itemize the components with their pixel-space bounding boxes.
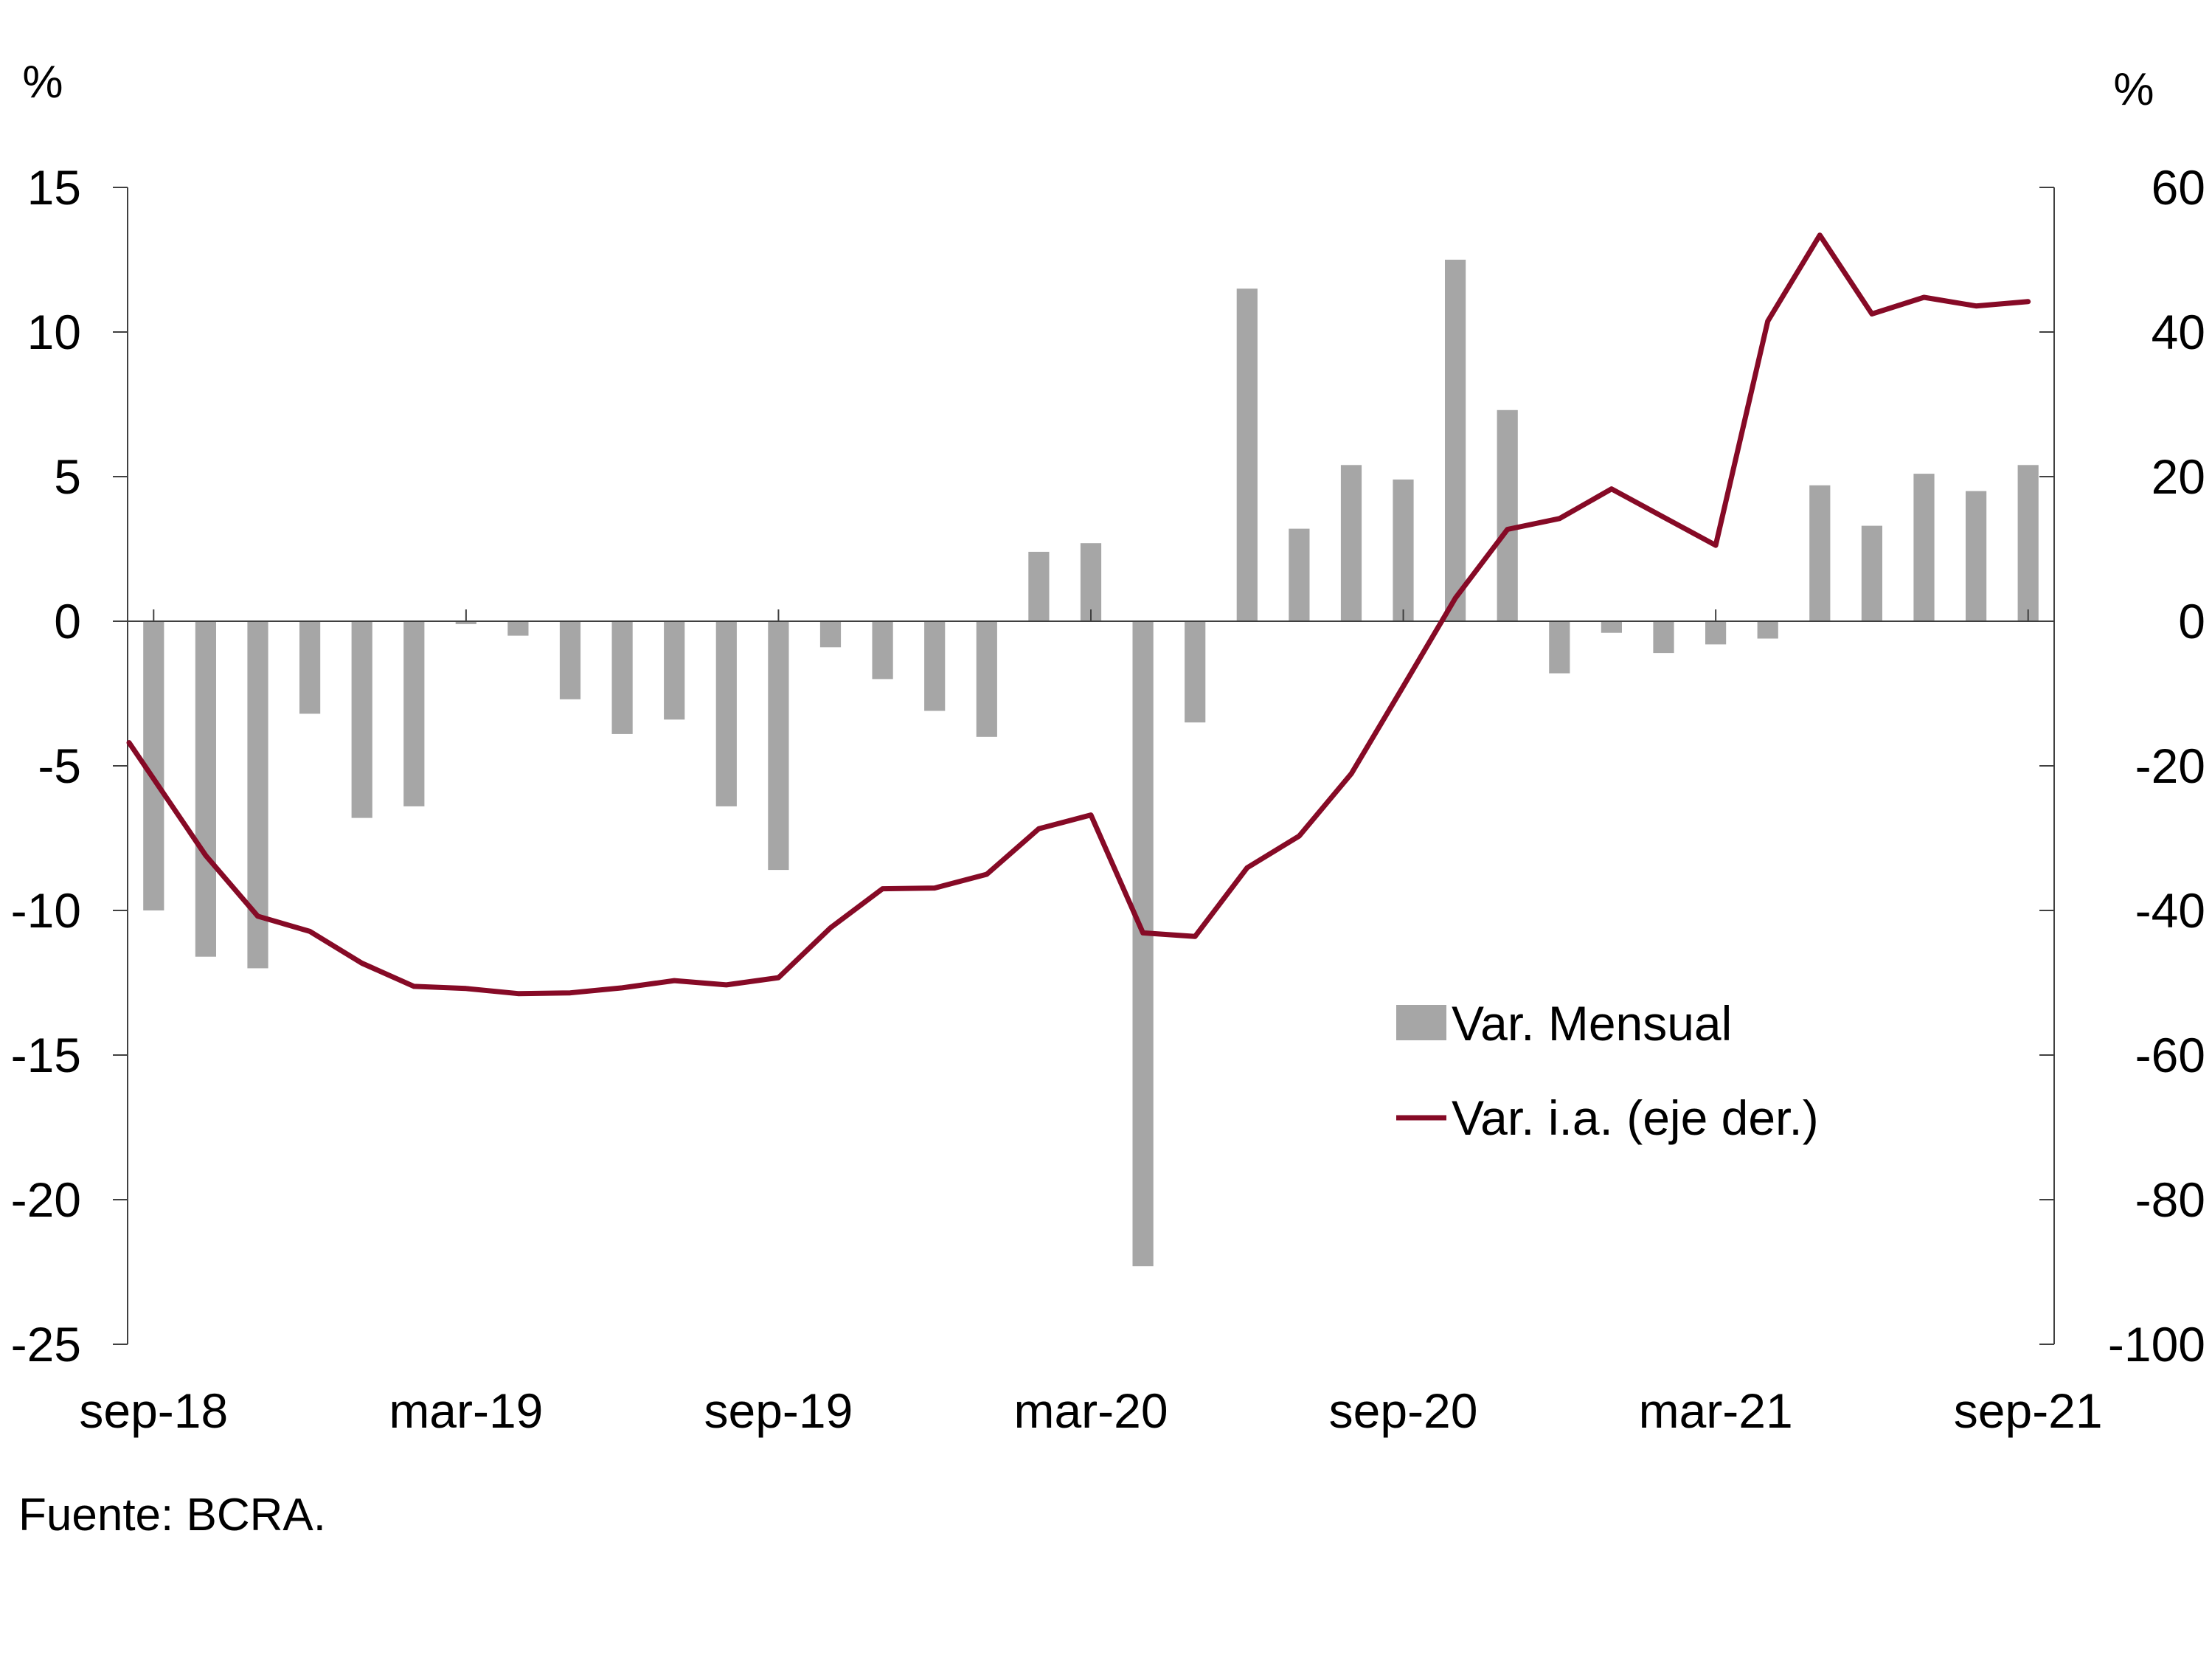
bar-feb-20 (1028, 551, 1050, 621)
left-tick-label: -20 (11, 1172, 81, 1227)
bar-may-20 (1185, 621, 1206, 723)
bar-ago-21 (1966, 491, 1987, 621)
bar-sep-20 (1393, 479, 1414, 621)
bar-sep-19 (768, 621, 789, 871)
legend-label-bar: Var. Mensual (1452, 996, 1732, 1051)
bar-dic-19 (924, 621, 946, 711)
x-tick-label: sep-20 (1329, 1383, 1478, 1438)
line-layer (126, 232, 2031, 997)
left-tick-label: -5 (38, 739, 81, 793)
x-tick-label: sep-19 (704, 1383, 853, 1438)
left-axis-unit: % (22, 57, 63, 108)
left-tick-label: -25 (11, 1317, 81, 1372)
left-tick-label: -10 (11, 883, 81, 938)
axes-layer: 15 10 5 0 -5 -10 -15 -20 -25 60 40 20 0 -20 -40 -60 -80 -… (11, 160, 2205, 1438)
bar-jul-20 (1289, 528, 1310, 621)
line-var-ia (126, 232, 2031, 997)
bar-oct-18 (195, 621, 216, 957)
bar-mar-20 (1080, 543, 1102, 621)
right-tick-label: 0 (2178, 594, 2205, 649)
x-tick-label: mar-20 (1013, 1383, 1168, 1438)
bar-sep-21 (2017, 465, 2039, 621)
bar-mar-19 (455, 621, 476, 624)
right-axis-unit: % (2113, 64, 2154, 115)
bar-jun-19 (611, 621, 633, 734)
bar-jul-21 (1913, 474, 1935, 621)
bar-ene-21 (1601, 621, 1622, 633)
bar-oct-20 (1445, 260, 1466, 621)
bar-ene-20 (976, 621, 997, 737)
bar-jun-20 (1236, 288, 1258, 621)
x-tick-label: mar-19 (389, 1383, 543, 1438)
labels-layer: % % (22, 57, 2154, 115)
x-tick-label: mar-21 (1639, 1383, 1793, 1438)
left-tick-label: 5 (54, 449, 81, 504)
bar-may-21 (1809, 485, 1831, 621)
bar-dic-18 (299, 621, 321, 714)
right-tick-label: -100 (2108, 1317, 2205, 1372)
right-tick-label: -20 (2135, 739, 2205, 793)
bar-feb-19 (403, 621, 425, 806)
bar-abr-19 (507, 621, 529, 636)
bar-jun-21 (1861, 525, 1882, 621)
source-note: Fuente: BCRA. (18, 1490, 326, 1541)
left-tick-label: 15 (27, 160, 81, 215)
x-tick-label: sep-21 (1954, 1383, 2103, 1438)
bar-abr-21 (1757, 621, 1778, 639)
right-tick-label: -40 (2135, 883, 2205, 938)
bar-feb-21 (1653, 621, 1674, 654)
bar-oct-19 (819, 621, 842, 648)
bar-ago-19 (715, 621, 737, 806)
right-tick-label: 60 (2152, 160, 2205, 215)
left-tick-label: 0 (54, 594, 81, 649)
bars-layer (143, 260, 2039, 1267)
bar-ene-19 (351, 621, 372, 818)
bar-dic-20 (1549, 621, 1570, 674)
right-tick-label: 20 (2152, 449, 2205, 504)
right-tick-label: -80 (2135, 1172, 2205, 1227)
left-tick-label: -15 (11, 1028, 81, 1082)
right-tick-label: 40 (2152, 305, 2205, 359)
legend: Var. Mensual Var. i.a. (eje der.) (1396, 996, 1819, 1145)
bar-may-19 (559, 621, 581, 699)
legend-label-line: Var. i.a. (eje der.) (1452, 1090, 1819, 1145)
right-tick-label: -60 (2135, 1028, 2205, 1082)
bar-mar-21 (1705, 621, 1727, 645)
left-tick-label: 10 (27, 305, 81, 359)
x-tick-label: sep-18 (79, 1383, 228, 1438)
bar-nov-19 (872, 621, 893, 680)
bar-nov-20 (1497, 409, 1518, 621)
bar-abr-20 (1132, 621, 1154, 1267)
bar-jul-19 (664, 621, 685, 720)
bar-ago-20 (1340, 465, 1362, 621)
legend-swatch-bar (1396, 1005, 1446, 1040)
